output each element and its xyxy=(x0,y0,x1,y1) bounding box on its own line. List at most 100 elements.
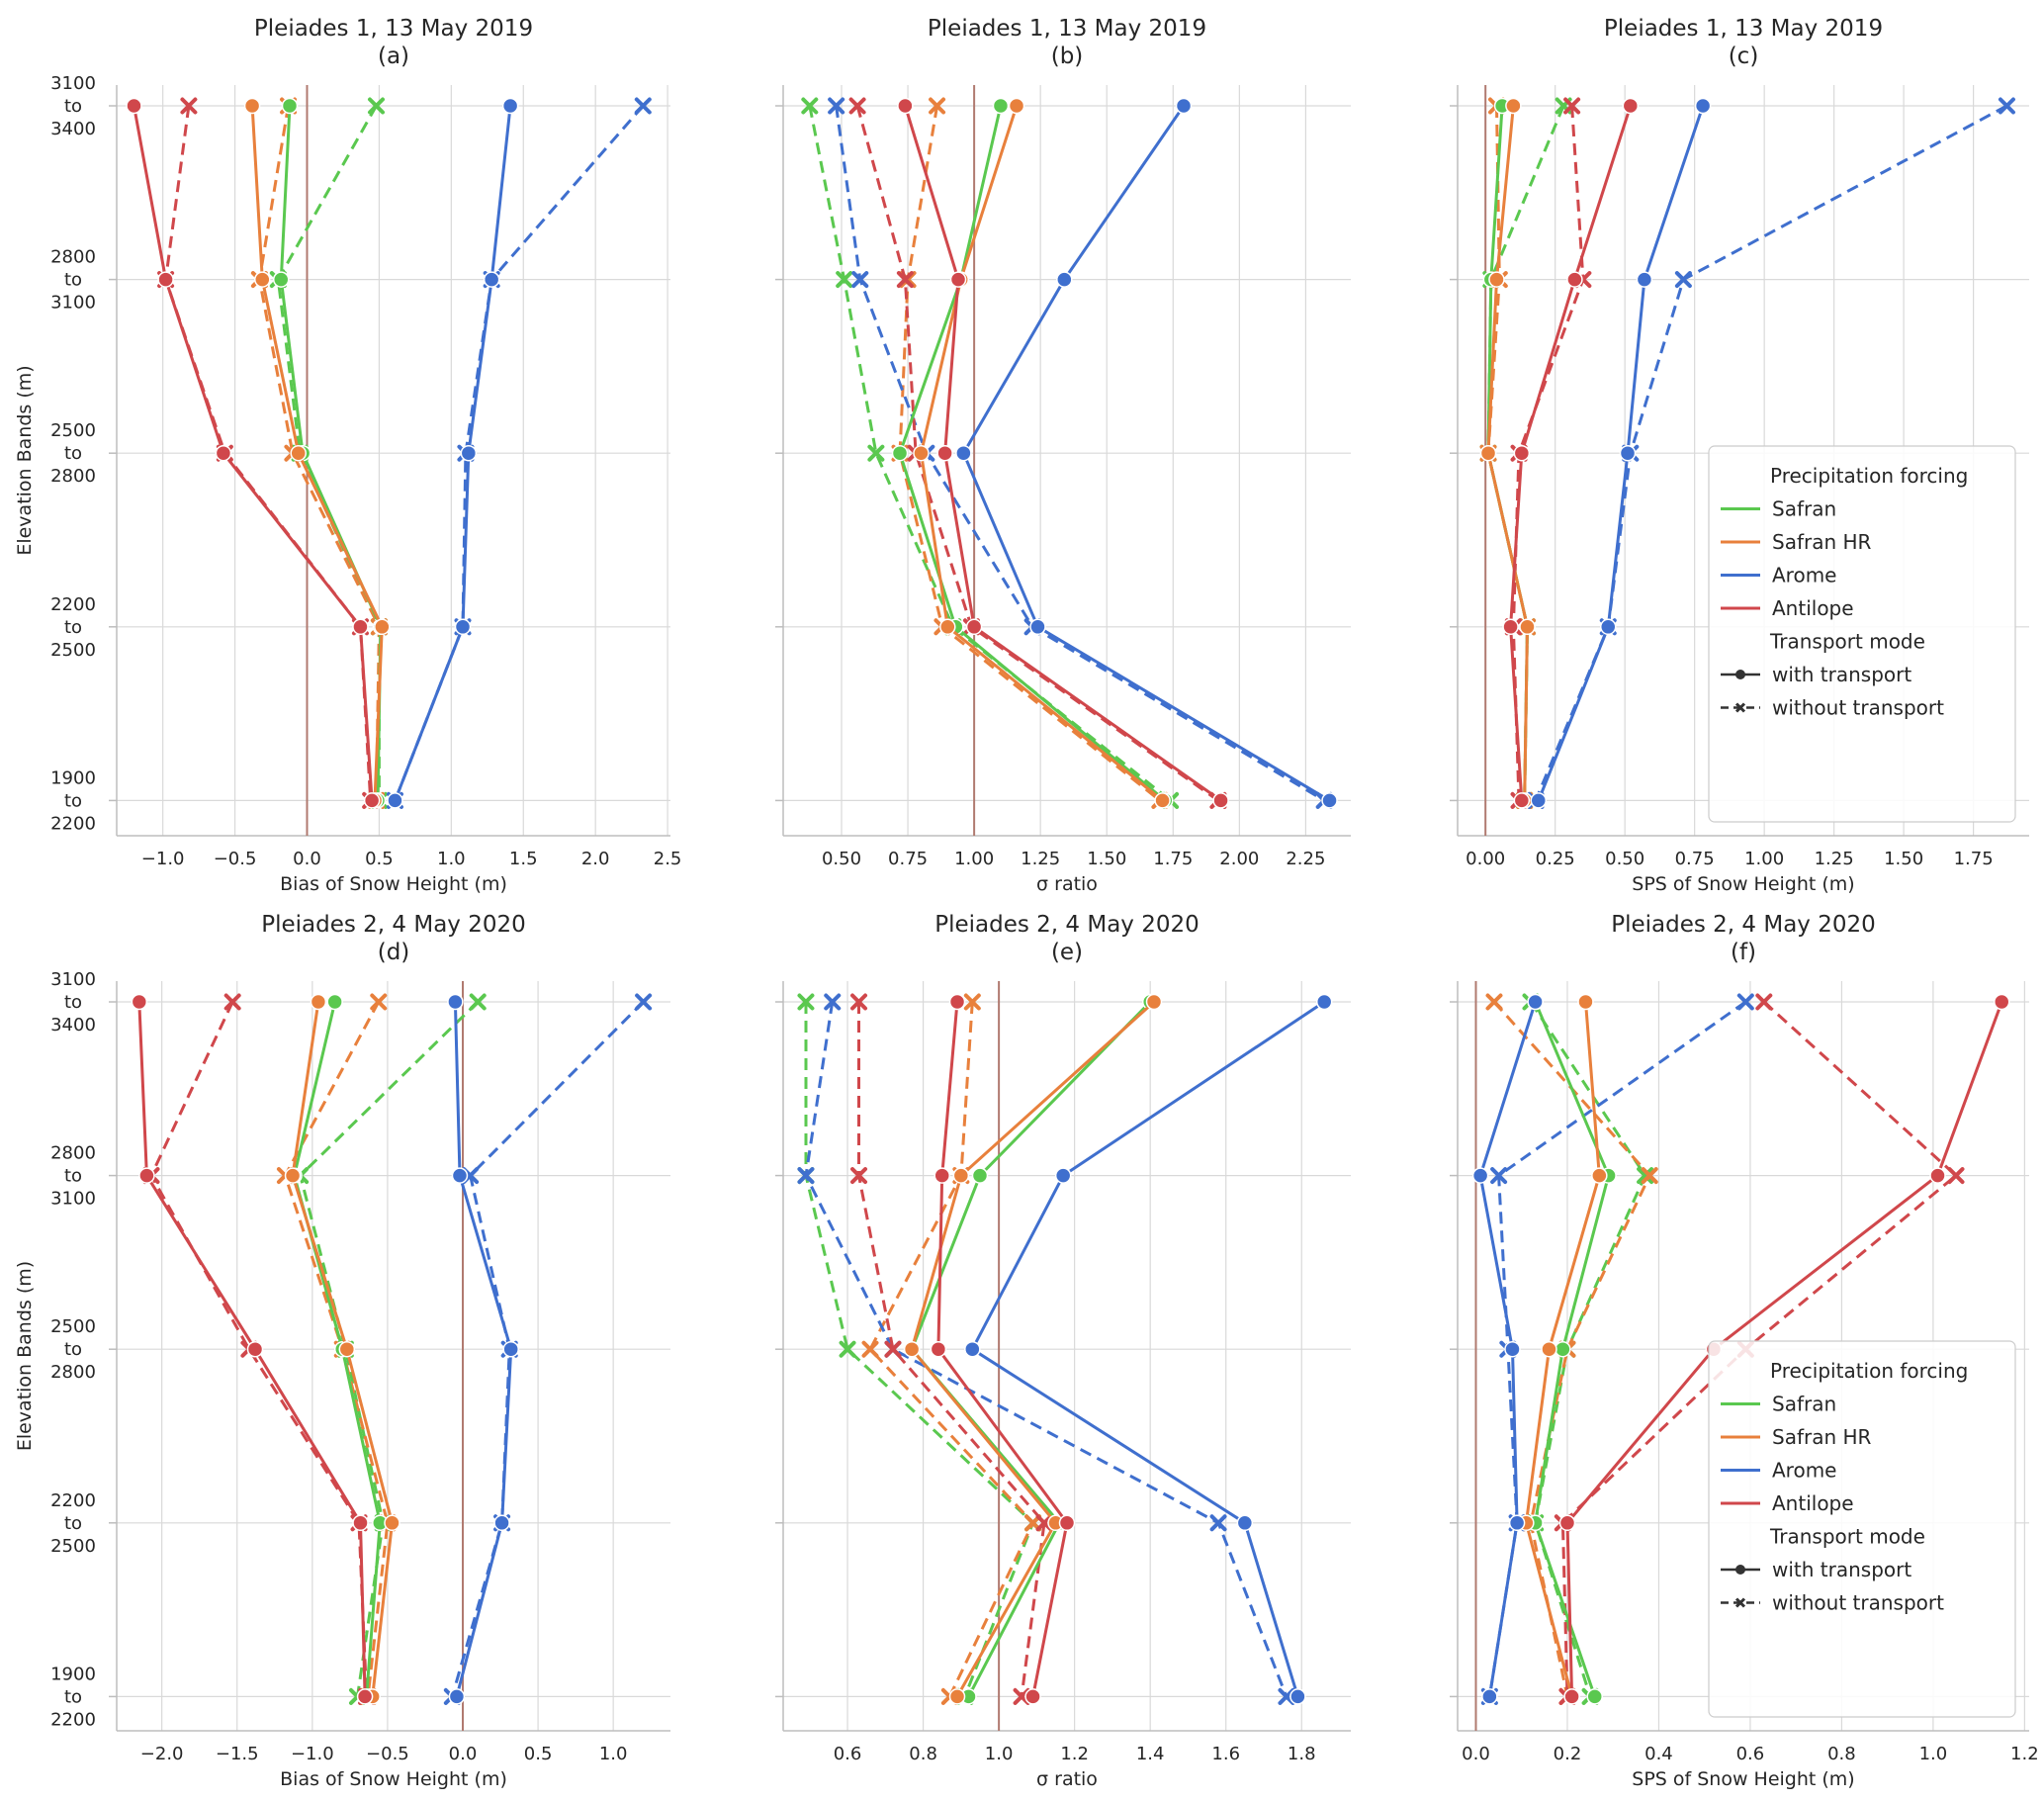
x-tick-label: 1.0 xyxy=(437,849,466,869)
data-point-circle xyxy=(356,1688,374,1705)
data-point-circle xyxy=(447,993,464,1011)
x-tick-label: 1.00 xyxy=(954,849,994,869)
chart-title: Pleiades 2, 4 May 2020 xyxy=(261,912,526,938)
x-tick-label: 2.0 xyxy=(581,849,610,869)
data-point-circle xyxy=(501,97,519,115)
data-point-circle xyxy=(1488,271,1505,288)
data-point-circle xyxy=(1058,1514,1076,1532)
x-tick-label: −1.0 xyxy=(141,849,185,869)
legend-item-arome: Arome xyxy=(1772,564,1837,587)
data-point-circle xyxy=(952,1167,970,1184)
x-tick-label: 2.5 xyxy=(654,849,682,869)
data-point-circle xyxy=(936,444,953,462)
y-tick-label: 2800 xyxy=(50,247,96,268)
legend-item-safran: Safran xyxy=(1772,1393,1836,1416)
data-point-x-marker xyxy=(929,97,946,115)
data-point-x-marker xyxy=(797,1167,815,1185)
panel-f: 0.0 0.2 0.4 0.6 0.8 1.0 1.2 Pleiades 2, 4 May 2… xyxy=(1450,912,2039,1790)
data-point-circle xyxy=(1566,271,1583,288)
y-tick-label: to xyxy=(64,96,82,117)
chart-subtitle: (e) xyxy=(1051,940,1083,965)
data-point-circle xyxy=(138,1167,155,1184)
x-tick-label: 1.0 xyxy=(1919,1744,1948,1764)
y-tick-label: to xyxy=(64,1166,82,1187)
x-tick-label: 1.2 xyxy=(2010,1744,2039,1764)
data-point-circle xyxy=(1321,792,1338,809)
x-tick-label: −0.5 xyxy=(214,849,257,869)
data-point-circle xyxy=(1530,792,1548,809)
legend-box xyxy=(1708,445,2016,823)
x-tick-label: 1.25 xyxy=(1021,849,1060,869)
data-point-x-marker xyxy=(1998,97,2015,115)
data-point-x-marker xyxy=(1947,1167,1965,1185)
data-point-x-marker xyxy=(867,444,885,462)
data-point-circle xyxy=(1024,1688,1041,1705)
y-tick-label: 2200 xyxy=(50,813,96,834)
data-point-circle xyxy=(454,618,472,636)
series-line-safran-without-transport xyxy=(804,1002,1035,1697)
data-point-circle xyxy=(1502,618,1519,636)
y-tick-label: 3100 xyxy=(50,293,96,314)
data-point-circle xyxy=(352,1514,369,1532)
data-point-circle xyxy=(352,618,369,636)
data-point-circle xyxy=(246,1340,264,1358)
x-tick-label: 0.6 xyxy=(834,1744,862,1764)
data-point-circle xyxy=(1175,97,1193,115)
data-point-circle xyxy=(948,1688,966,1705)
x-axis-label: σ ratio xyxy=(1036,1768,1098,1790)
x-tick-label: 1.0 xyxy=(985,1744,1014,1764)
x-tick-label: 0.0 xyxy=(1462,1744,1490,1764)
data-point-x-marker xyxy=(839,1340,856,1358)
x-tick-label: 2.00 xyxy=(1219,849,1259,869)
data-point-circle xyxy=(1558,1514,1576,1532)
y-tick-label: to xyxy=(64,617,82,638)
data-point-circle xyxy=(387,792,403,809)
data-point-x-marker xyxy=(635,993,653,1011)
data-point-x-marker xyxy=(836,271,853,289)
legend-title-forcing: Precipitation forcing xyxy=(1770,1359,1968,1383)
panel-e: 0.6 0.8 1.0 1.2 1.4 1.6 1.8 Pleiades 2, 4 May 2… xyxy=(775,912,1351,1790)
y-axis-label: Elevation Bands (m) xyxy=(14,1261,36,1451)
y-tick-label: 2500 xyxy=(50,420,96,441)
legend-item-without-transport: without transport xyxy=(1772,696,1944,720)
y-tick-label: 1900 xyxy=(50,767,96,788)
y-tick-label: 2800 xyxy=(50,1143,96,1164)
chart-subtitle: (b) xyxy=(1051,44,1084,69)
y-tick-label: 2800 xyxy=(50,1362,96,1383)
data-point-circle xyxy=(374,618,391,636)
series-line-arome-without-transport xyxy=(804,1001,1289,1697)
data-point-circle xyxy=(1694,97,1712,115)
data-point-circle xyxy=(1994,993,2010,1011)
data-point-x-marker xyxy=(1736,993,1754,1011)
data-point-circle xyxy=(897,97,914,115)
x-tick-label: 1.2 xyxy=(1060,1744,1089,1764)
data-point-x-marker xyxy=(1641,1167,1658,1185)
data-point-circle xyxy=(1577,993,1594,1011)
x-tick-label: −0.5 xyxy=(366,1744,409,1764)
data-point-circle xyxy=(1513,792,1531,809)
data-point-x-marker xyxy=(848,97,866,115)
x-tick-label: 1.75 xyxy=(1954,849,1994,869)
data-point-circle xyxy=(157,271,174,288)
data-point-circle xyxy=(1029,618,1046,636)
y-tick-label: 2200 xyxy=(50,1709,96,1730)
series-line-safran-hr-without-transport xyxy=(868,1001,1035,1698)
chart-subtitle: (c) xyxy=(1729,44,1759,69)
legend-marker-circle xyxy=(1735,1565,1745,1575)
x-tick-label: 0.5 xyxy=(365,849,394,869)
x-tick-label: 0.2 xyxy=(1554,1744,1582,1764)
data-point-x-marker xyxy=(1485,993,1503,1011)
x-tick-label: 0.25 xyxy=(1536,849,1575,869)
data-point-circle xyxy=(1513,444,1531,462)
data-point-circle xyxy=(483,271,500,288)
data-point-circle xyxy=(1236,1514,1254,1532)
legend-item-safran-hr: Safran HR xyxy=(1772,530,1872,554)
data-point-x-marker xyxy=(1755,993,1773,1011)
legend-title-transport: Transport mode xyxy=(1769,1525,1925,1549)
data-point-x-marker xyxy=(797,993,815,1011)
legend-marker-x xyxy=(1734,1597,1746,1608)
y-tick-label: 3400 xyxy=(50,1015,96,1036)
data-point-circle xyxy=(273,271,290,288)
x-tick-label: 1.6 xyxy=(1211,1744,1240,1764)
data-point-circle xyxy=(1315,993,1333,1011)
